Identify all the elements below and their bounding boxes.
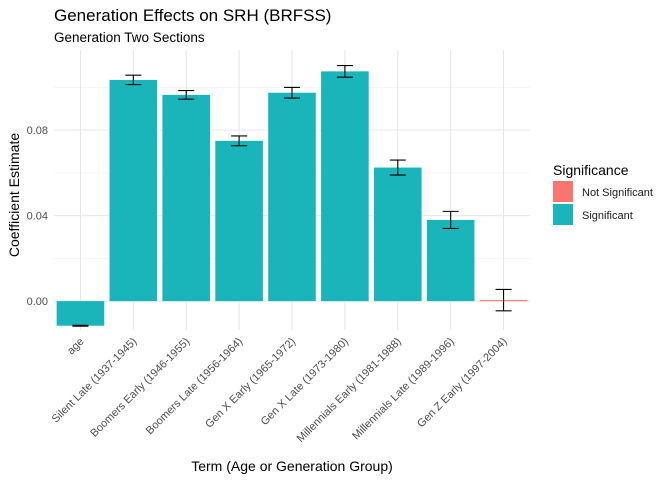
- error-bar: [442, 210, 459, 230]
- legend-label-significant: Significant: [582, 210, 633, 222]
- x-axis-label: Term (Age or Generation Group): [191, 458, 393, 474]
- legend-key-not-significant: [553, 181, 573, 202]
- legend-key-significant: [553, 204, 573, 225]
- x-tick-label: Millennials Late (1989-1996): [350, 336, 457, 443]
- plot-panel: [54, 50, 530, 330]
- x-tick-label: Gen X Late (1973-1980): [259, 336, 351, 428]
- legend-title: Significance: [553, 162, 629, 178]
- y-axis-label: Coefficient Estimate: [6, 133, 22, 257]
- chart-subtitle: Generation Two Sections: [54, 30, 205, 45]
- error-bar: [231, 135, 248, 147]
- error-bar: [495, 288, 512, 312]
- legend-label-not-significant: Not Significant: [582, 187, 653, 199]
- bar: [426, 219, 475, 302]
- bar: [56, 301, 105, 326]
- x-tick-label: Silent Late (1937-1945): [50, 336, 140, 426]
- bar: [109, 79, 158, 302]
- error-bars: [72, 65, 512, 327]
- bar: [162, 94, 211, 302]
- error-bar: [336, 65, 353, 78]
- bar: [268, 92, 316, 302]
- error-bar: [125, 74, 142, 86]
- y-tick-label: 0.08: [27, 125, 48, 137]
- bars: [56, 71, 528, 326]
- error-bar: [389, 159, 406, 176]
- error-bar: [178, 90, 195, 100]
- bar: [373, 167, 422, 302]
- x-tick-label: Gen X Early (1965-1972): [203, 336, 298, 431]
- y-tick-label: 0.04: [27, 211, 48, 223]
- y-tick-label: 0.00: [27, 296, 48, 308]
- bar: [215, 140, 263, 302]
- x-tick-label: Boomers Late (1956-1964): [144, 336, 245, 437]
- error-bar: [72, 324, 89, 327]
- legend: Significance Not Significant Significant: [553, 162, 653, 225]
- x-tick-label: Millennials Early (1981-1988): [295, 336, 404, 445]
- bar: [321, 71, 369, 302]
- error-bar: [284, 86, 300, 99]
- x-tick-label: age: [65, 336, 86, 357]
- chart-title: Generation Effects on SRH (BRFSS): [54, 6, 331, 25]
- x-tick-label: Gen Z Early (1997-2004): [415, 336, 510, 431]
- x-tick-label: Boomers Early (1946-1955): [88, 336, 192, 440]
- y-axis-ticks: 0.00 0.04 0.08: [27, 125, 48, 308]
